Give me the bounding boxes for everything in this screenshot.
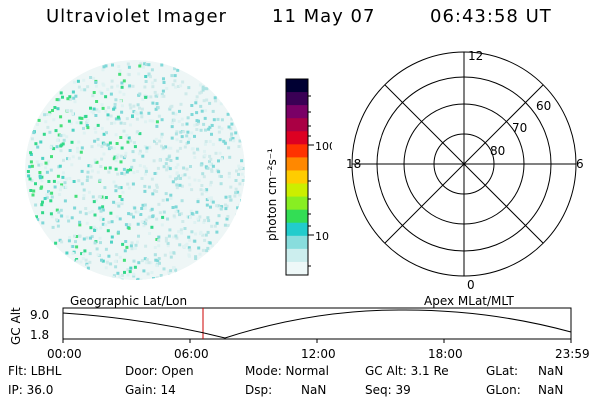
status-glat-label: GLat: (486, 364, 519, 378)
uv-image-disk (25, 60, 245, 280)
timeline-left-label: Geographic Lat/Lon (70, 294, 188, 308)
timeline-ytick-1.8: 1.8 (30, 328, 49, 342)
mlat-label-70: 70 (512, 121, 527, 135)
status-dsp-label: Dsp: (245, 383, 273, 397)
date-label: 11 May 07 (272, 6, 376, 27)
mlat-label-60: 60 (536, 99, 551, 113)
polar-grid: 12 18 6 0 60 70 80 (346, 49, 584, 291)
mlt-label-6: 6 (576, 157, 584, 171)
timeline-axis-title: GC Alt (9, 307, 23, 345)
mlt-label-12: 12 (468, 49, 483, 63)
colorbar: 100 10 photon cm⁻²s⁻¹ (265, 78, 332, 276)
status-door: Door: Open (125, 364, 194, 378)
timeline-plot: GC Alt 9.0 1.8 00:00 06:00 12:00 18:00 2… (9, 307, 590, 361)
colorbar-tick-10: 10 (315, 230, 329, 243)
colorbar-tick-100: 100 (315, 140, 332, 153)
status-seq: Seq: 39 (365, 383, 411, 397)
status-gcalt: GC Alt: 3.1 Re (365, 364, 449, 378)
timeline-xtick-0600: 06:00 (174, 347, 209, 361)
status-glon-value: NaN (538, 383, 564, 397)
status-glon-label: GLon: (486, 383, 521, 397)
status-mode: Mode: Normal (245, 364, 329, 378)
altitude-curve (62, 309, 572, 339)
status-flt: Flt: LBHL (8, 364, 62, 378)
instrument-title: Ultraviolet Imager (46, 6, 227, 27)
mlat-label-80: 80 (490, 144, 505, 158)
status-gain: Gain: 14 (125, 383, 176, 397)
timeline-xtick-2359: 23:59 (555, 347, 590, 361)
time-label: 06:43:58 UT (430, 6, 552, 27)
mlt-label-0: 0 (467, 278, 475, 291)
status-glat-value: NaN (538, 364, 564, 378)
timeline-xtick-0000: 00:00 (47, 347, 82, 361)
mlt-label-18: 18 (346, 157, 361, 171)
timeline-right-label: Apex MLat/MLT (424, 294, 514, 308)
colorbar-unit-label: photon cm⁻²s⁻¹ (265, 148, 279, 241)
timeline-xtick-1200: 12:00 (301, 347, 336, 361)
timeline-xtick-1800: 18:00 (428, 347, 463, 361)
timeline-ytick-9: 9.0 (30, 308, 49, 322)
status-ip: IP: 36.0 (8, 383, 54, 397)
status-dsp-value: NaN (301, 383, 327, 397)
